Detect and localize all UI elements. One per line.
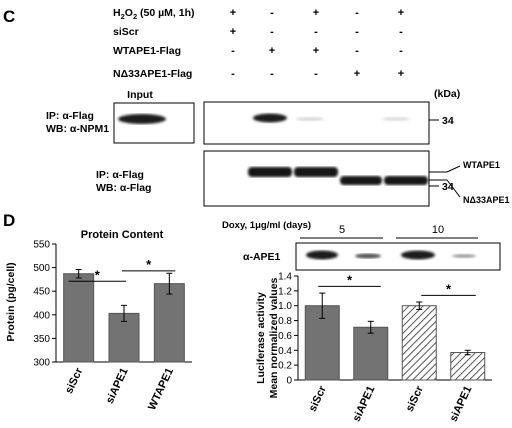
y-tick-label: 450 bbox=[33, 287, 50, 298]
significance-star: * bbox=[347, 272, 353, 287]
panel-d-letter: D bbox=[3, 211, 15, 230]
western-label-ape1: α-APE1 bbox=[243, 251, 281, 263]
marker-line-wtape1 bbox=[446, 165, 461, 173]
sign-cell: - bbox=[231, 68, 235, 80]
y-tick-label: 1.2 bbox=[278, 286, 292, 297]
marker-line-nd33 bbox=[446, 179, 461, 198]
y-tick-label: 400 bbox=[33, 310, 50, 321]
significance-star: * bbox=[446, 281, 452, 296]
luciferase-ylabel-line2: Mean normalized values bbox=[268, 277, 280, 398]
sign-cell: - bbox=[270, 68, 274, 80]
row-label-siscr: siScr bbox=[113, 26, 139, 38]
blot1-ip-label: IP: α-Flag bbox=[46, 110, 94, 122]
sign-cell: - bbox=[355, 45, 359, 57]
y-tick-label: 0.2 bbox=[278, 361, 292, 372]
blot1-frame bbox=[203, 101, 430, 145]
protein-chart: 300 350 400 450 500 550 siScr siAPE1 WTAPE1 * * bbox=[33, 240, 192, 412]
y-tick-label: 0 bbox=[286, 376, 292, 387]
row-label-wtape1-flag: WTAPE1-Flag bbox=[113, 45, 181, 57]
x-tick-label: siAPE1 bbox=[351, 384, 378, 423]
significance-star: * bbox=[146, 257, 152, 272]
treatment-table: H2O2 (50 µM, 1h) siScr WTAPE1-Flag NΔ33A… bbox=[113, 7, 404, 80]
row-label-h2o2: H2O2 (50 µM, 1h) bbox=[113, 7, 195, 21]
day-label-5: 5 bbox=[339, 224, 345, 236]
sign-cell: - bbox=[355, 26, 359, 38]
luciferase-ylabel-line1: Luciferase activity bbox=[255, 292, 267, 384]
sign-cell: - bbox=[399, 45, 403, 57]
sign-cell: - bbox=[355, 7, 359, 19]
blot1-band-faint bbox=[296, 117, 324, 121]
y-tick-label: 0.6 bbox=[278, 331, 292, 342]
y-tick-label: 550 bbox=[33, 240, 50, 251]
protein-chart-title: Protein Content bbox=[81, 229, 164, 241]
bar bbox=[108, 312, 140, 363]
band-label-wtape1: WTAPE1 bbox=[463, 160, 500, 170]
sign-cell: + bbox=[269, 45, 275, 57]
sign-cell: - bbox=[314, 26, 318, 38]
y-tick-label: 300 bbox=[33, 358, 50, 369]
protein-chart-ylabel: Protein (pg/cell) bbox=[5, 262, 17, 341]
sign-cell: - bbox=[231, 45, 235, 57]
blot1-marker-34: 34 bbox=[442, 115, 454, 127]
input-blot-band bbox=[118, 114, 166, 124]
blot1-band-faint bbox=[382, 117, 410, 121]
blot2-band-lane5 bbox=[384, 176, 428, 185]
sign-cell: + bbox=[230, 7, 236, 19]
bar bbox=[63, 273, 95, 363]
x-tick-label: WTAPE1 bbox=[146, 366, 176, 412]
bar bbox=[450, 352, 486, 381]
panel-c-letter: C bbox=[3, 7, 15, 26]
blot1-wb-label: WB: α-NPM1 bbox=[46, 123, 109, 135]
bar bbox=[401, 305, 437, 381]
western-band-1 bbox=[306, 250, 338, 260]
y-tick-label: 500 bbox=[33, 263, 50, 274]
row-label-nd33ape1-flag: NΔ33APE1-Flag bbox=[113, 68, 192, 80]
western-band-4 bbox=[452, 254, 476, 258]
blot2-band-lane4 bbox=[340, 176, 382, 185]
y-tick-label: 1.0 bbox=[278, 301, 292, 312]
blot2-band-lane2 bbox=[248, 167, 292, 177]
sign-cell: - bbox=[399, 26, 403, 38]
western-band-3 bbox=[401, 250, 435, 260]
sign-cell: + bbox=[398, 68, 404, 80]
sign-cell: + bbox=[313, 45, 319, 57]
y-tick-label: 1.4 bbox=[278, 272, 292, 283]
bar bbox=[353, 326, 389, 381]
x-tick-label: siScr bbox=[404, 384, 427, 414]
sign-cell: - bbox=[314, 68, 318, 80]
x-tick-label: siScr bbox=[307, 384, 330, 414]
sign-cell: + bbox=[313, 7, 319, 19]
sign-cell: - bbox=[270, 7, 274, 19]
blot1-band-lane2 bbox=[253, 113, 287, 123]
doxy-label: Doxy, 1μg/ml (days) bbox=[222, 220, 311, 231]
input-label: Input bbox=[127, 89, 153, 101]
sign-cell: - bbox=[270, 26, 274, 38]
y-tick-label: 350 bbox=[33, 334, 50, 345]
kda-label: (kDa) bbox=[434, 88, 460, 100]
western-band-2 bbox=[355, 253, 381, 259]
significance-star: * bbox=[95, 267, 101, 282]
sign-cell: + bbox=[398, 7, 404, 19]
sign-cell: + bbox=[354, 68, 360, 80]
blot2-wb-label: WB: α-Flag bbox=[96, 182, 151, 194]
y-tick-label: 0.8 bbox=[278, 316, 292, 327]
x-tick-label: siAPE1 bbox=[448, 384, 475, 423]
sign-cell: + bbox=[230, 26, 236, 38]
y-tick-label: 0.4 bbox=[278, 346, 292, 357]
x-tick-label: siAPE1 bbox=[104, 366, 131, 405]
x-tick-label: siScr bbox=[63, 366, 86, 396]
blot2-band-lane3 bbox=[294, 167, 338, 177]
sign-grid: + - + - + + - - - - - + + - - - - - + + bbox=[230, 7, 404, 80]
band-label-nd33ape1: NΔ33APE1 bbox=[463, 195, 510, 205]
blot2-ip-label: IP: α-Flag bbox=[96, 169, 144, 181]
blot2-marker-34: 34 bbox=[442, 181, 454, 193]
day-label-10: 10 bbox=[432, 224, 444, 236]
bar bbox=[153, 283, 185, 363]
